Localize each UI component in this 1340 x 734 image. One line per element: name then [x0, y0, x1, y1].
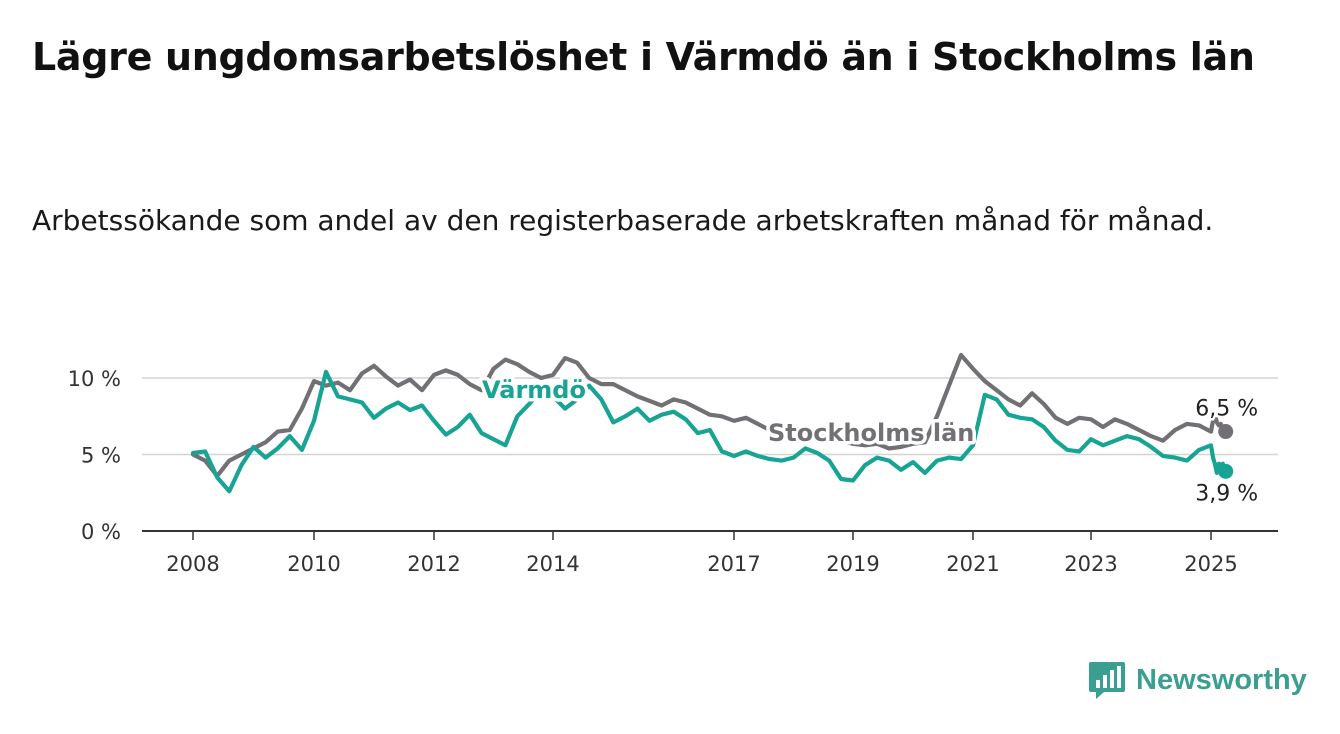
x-tick-label: 2012	[407, 552, 460, 576]
x-tick-label: 2025	[1184, 552, 1237, 576]
series-lines	[190, 352, 1234, 494]
gridlines	[142, 377, 1278, 456]
series-line-0	[190, 352, 1228, 478]
end-value-label-halo: 3,9 %	[1195, 481, 1258, 506]
y-axis: 0 % 5 % 10 %	[68, 367, 121, 544]
newsworthy-logo-text: Newsworthy	[1136, 663, 1307, 696]
x-tick-label: 2019	[826, 552, 879, 576]
y-tick-label: 5 %	[81, 444, 121, 468]
newsworthy-logo: Newsworthy	[1088, 660, 1307, 700]
series-name-label-halo: Värmdö	[482, 376, 586, 404]
series-name-label: Värmdö	[482, 376, 586, 404]
y-tick-label: 10 %	[68, 367, 121, 391]
y-tick-label: 0 %	[81, 520, 121, 544]
series-line-1	[190, 369, 1228, 494]
chart-title: Lägre ungdomsarbetslöshet i Värmdö än i …	[32, 35, 1255, 79]
x-tick-label: 2017	[707, 552, 760, 576]
x-tick-label: 2010	[287, 552, 340, 576]
series-end-point-0	[1218, 424, 1234, 440]
x-tick-label: 2014	[526, 552, 579, 576]
series-name-label-halo: Stockholms län	[768, 419, 974, 447]
end-value-label-halo: 6,5 %	[1195, 397, 1258, 422]
chart-subtitle: Arbetssökande som andel av den registerb…	[32, 204, 1214, 237]
newsworthy-logo-icon	[1089, 662, 1125, 699]
series-end-point-1	[1218, 463, 1234, 479]
x-tick-label: 2021	[946, 552, 999, 576]
x-tick-label: 2008	[166, 552, 219, 576]
end-value-label: 3,9 %	[1195, 481, 1258, 506]
end-value-label: 6,5 %	[1195, 397, 1258, 422]
x-tick-label: 2023	[1064, 552, 1117, 576]
series-name-label: Stockholms län	[768, 419, 974, 447]
x-axis: 2008 2010 2012 2014 2017 2019 2021 2023 2025	[142, 530, 1278, 576]
